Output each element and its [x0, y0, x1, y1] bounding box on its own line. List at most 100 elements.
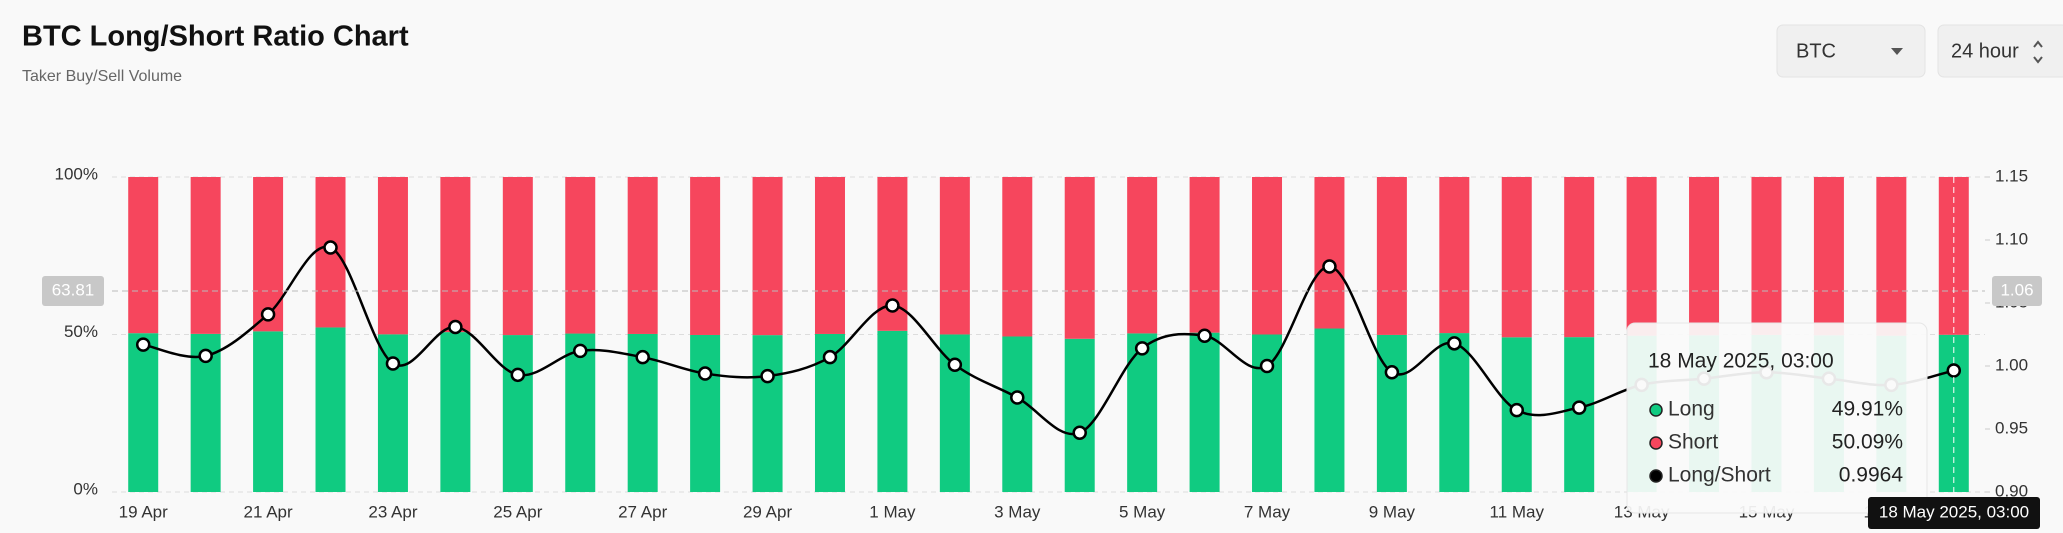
ratio-point	[573, 343, 588, 359]
short-bar	[128, 177, 159, 334]
x-tick-label: 5 May	[1119, 502, 1166, 521]
long-bar	[1252, 334, 1283, 492]
y-tick-label: 100%	[55, 164, 98, 183]
short-bar	[1376, 177, 1407, 335]
x-tick-label: 11 May	[1490, 502, 1545, 521]
select-text[interactable]: BTC	[1796, 40, 1836, 62]
x-tick-label: 7 May	[1244, 502, 1291, 521]
ratio-point	[1322, 259, 1337, 274]
tooltip-value: 50.09%	[1832, 431, 1903, 454]
ratio-point	[1384, 365, 1400, 380]
short-bar	[1189, 177, 1220, 333]
crosshair-y2-label: 1.06	[2000, 280, 2033, 299]
tooltip-dot	[1649, 403, 1663, 417]
short-bar	[1751, 177, 1782, 335]
select-caret	[1891, 48, 1903, 55]
select-box[interactable]	[1937, 24, 2063, 78]
ratio-point	[1447, 336, 1462, 351]
long-bar	[1127, 333, 1158, 492]
tooltip-value: 49.91%	[1832, 398, 1903, 421]
ratio-point	[635, 349, 650, 365]
long-bar	[1064, 338, 1095, 492]
long-bar	[1189, 332, 1220, 492]
select-text[interactable]: 24 hour	[1951, 40, 2019, 62]
y2-tick-label: 1.15	[1995, 166, 2028, 185]
page-subtitle: Taker Buy/Sell Volume	[22, 68, 182, 85]
ratio-point	[947, 357, 963, 372]
select-box[interactable]	[1776, 24, 1926, 78]
ratio-point	[1571, 400, 1587, 415]
short-bar	[690, 177, 721, 335]
short-bar	[627, 177, 658, 334]
long-bar	[502, 335, 533, 492]
short-bar	[752, 177, 783, 336]
y2-tick-label: 1.00	[1995, 355, 2028, 374]
ratio-point	[385, 356, 401, 371]
ratio-point	[1010, 390, 1025, 405]
short-bar	[939, 177, 970, 335]
long-bar	[877, 330, 908, 492]
ratio-point	[198, 348, 213, 364]
short-bar	[1501, 177, 1532, 338]
tooltip-name: Long	[1668, 398, 1715, 421]
select-caret	[2033, 40, 2043, 64]
crosshair-label-box	[42, 275, 104, 306]
x-tick-label: 19 Apr	[119, 502, 168, 521]
short-bar	[1813, 177, 1844, 336]
symbol-select[interactable]: BTC	[1776, 24, 1926, 78]
ratio-point	[1134, 341, 1150, 356]
tooltip-title: 18 May 2025, 03:00	[1648, 350, 1834, 373]
crosshair-x-label: 18 May 2025, 03:00	[1879, 502, 2029, 521]
page-title: BTC Long/Short Ratio Chart	[22, 21, 409, 53]
long-bar	[253, 331, 284, 492]
y2-tick-label: 0.90	[1995, 481, 2028, 500]
short-bar	[440, 177, 471, 333]
long-bar	[1314, 328, 1345, 492]
y2-tick-label: 1.10	[1995, 229, 2028, 248]
ratio-line	[142, 245, 1955, 436]
ratio-point	[1509, 402, 1524, 418]
long-bar	[315, 327, 346, 492]
ratio-point	[1259, 358, 1275, 374]
short-bar	[1439, 177, 1470, 334]
interval-select[interactable]: 24 hour	[1937, 24, 2063, 78]
x-tick-label: 29 Apr	[743, 502, 792, 521]
long-bar	[690, 334, 721, 492]
tooltip-name: Long/Short	[1668, 464, 1771, 487]
short-bar	[1876, 177, 1907, 336]
x-tick-label: 9 May	[1369, 502, 1416, 521]
x-tick-label: 25 Apr	[493, 502, 542, 521]
ratio-point	[760, 368, 775, 384]
crosshair-y-label: 63.81	[52, 280, 95, 299]
short-bar	[1314, 177, 1345, 329]
x-tick-label: 3 May	[994, 502, 1041, 521]
y-tick-label: 0%	[73, 479, 98, 498]
short-bar	[814, 177, 845, 334]
short-bar	[502, 177, 533, 336]
short-bar	[1064, 177, 1095, 339]
ratio-point	[135, 337, 151, 352]
short-bar	[1564, 177, 1595, 338]
long-bar	[128, 333, 159, 492]
short-bar	[1689, 177, 1720, 336]
tooltip-dot	[1649, 436, 1663, 450]
ratio-point	[323, 240, 338, 255]
short-bar	[1626, 177, 1657, 336]
ratio-point	[510, 367, 526, 383]
long-bar	[1439, 333, 1470, 492]
y2-tick-label: 0.95	[1995, 418, 2028, 437]
ratio-point	[448, 319, 463, 335]
short-bar	[1002, 177, 1033, 337]
tooltip: 18 May 2025, 03:00 Long 49.91% Short 50.09% L…	[1626, 322, 1928, 514]
long-bar	[1002, 336, 1033, 492]
ratio-point	[822, 349, 838, 365]
short-bar	[253, 177, 284, 332]
ratio-point	[1072, 425, 1087, 441]
x-tick-label: 1 May	[869, 502, 916, 521]
long-bar	[565, 333, 596, 492]
x-tick-label: 21 Apr	[244, 502, 293, 521]
crosshair-label-box	[1992, 275, 2042, 306]
short-bar	[377, 177, 408, 335]
long-bar	[752, 335, 783, 492]
